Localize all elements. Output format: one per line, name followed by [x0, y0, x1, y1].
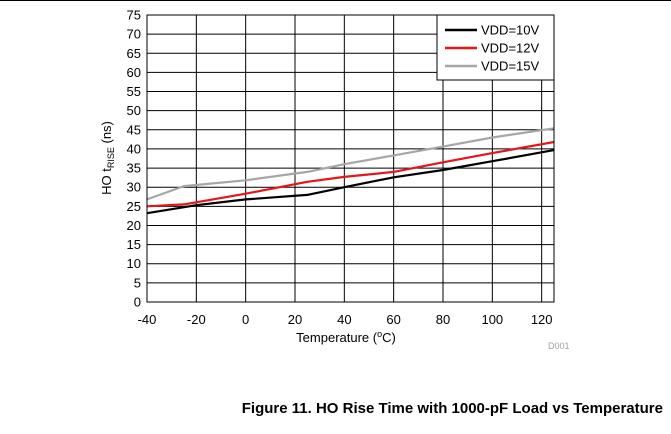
y-tick-label: 20 — [127, 218, 141, 233]
x-tick-label: 60 — [386, 312, 400, 327]
y-tick-label: 0 — [134, 295, 141, 310]
legend-label: VDD=15V — [481, 59, 539, 74]
series-line-vdd-10v — [146, 149, 555, 215]
y-tick-label: 65 — [127, 46, 141, 61]
series-line-vdd-12v — [146, 140, 555, 208]
x-tick-label: 40 — [337, 312, 351, 327]
x-tick-label: 20 — [288, 312, 302, 327]
x-tick-label: 0 — [242, 312, 249, 327]
legend-label: VDD=10V — [481, 23, 539, 38]
y-tick-label: 5 — [134, 275, 141, 290]
y-tick-label: 35 — [127, 161, 141, 176]
x-tick-label: -40 — [138, 312, 157, 327]
x-tick-label: 120 — [531, 312, 553, 327]
y-axis-title: HO tRISE (ns) — [99, 121, 116, 195]
plot-frame — [146, 14, 555, 303]
y-tick-label: 45 — [127, 122, 141, 137]
y-tick-label: 25 — [127, 199, 141, 214]
y-tick-label: 75 — [127, 8, 141, 23]
x-tick-label: -20 — [187, 312, 206, 327]
x-tick-label: 80 — [436, 312, 450, 327]
figure-caption: Figure 11. HO Rise Time with 1000-pF Loa… — [241, 400, 663, 417]
legend: VDD=10V VDD=12V VDD=15V — [436, 14, 555, 81]
x-axis-title: Temperature (oC) — [296, 329, 396, 345]
line-chart: 0 5 10 15 20 25 30 35 40 45 50 55 60 65 70 75 -40 -20 0 20… — [99, 8, 570, 352]
y-tick-label: 10 — [127, 256, 141, 271]
plot-id-watermark: D001 — [548, 341, 570, 351]
y-tick-label: 55 — [127, 84, 141, 99]
y-tick-labels: 0 5 10 15 20 25 30 35 40 45 50 55 60 65 70 75 — [127, 8, 141, 310]
y-tick-label: 60 — [127, 65, 141, 80]
y-tick-label: 40 — [127, 141, 141, 156]
series-line-vdd-15v — [146, 127, 555, 201]
legend-label: VDD=12V — [481, 41, 539, 56]
grid-lines — [146, 15, 554, 302]
y-tick-label: 50 — [127, 103, 141, 118]
x-tick-labels: -40 -20 0 20 40 60 80 100 120 — [138, 312, 553, 327]
top-rule — [0, 0, 671, 1]
y-tick-label: 15 — [127, 237, 141, 252]
y-tick-label: 70 — [127, 27, 141, 42]
series-lines — [146, 127, 555, 215]
y-tick-label: 30 — [127, 180, 141, 195]
x-tick-label: 100 — [481, 312, 503, 327]
